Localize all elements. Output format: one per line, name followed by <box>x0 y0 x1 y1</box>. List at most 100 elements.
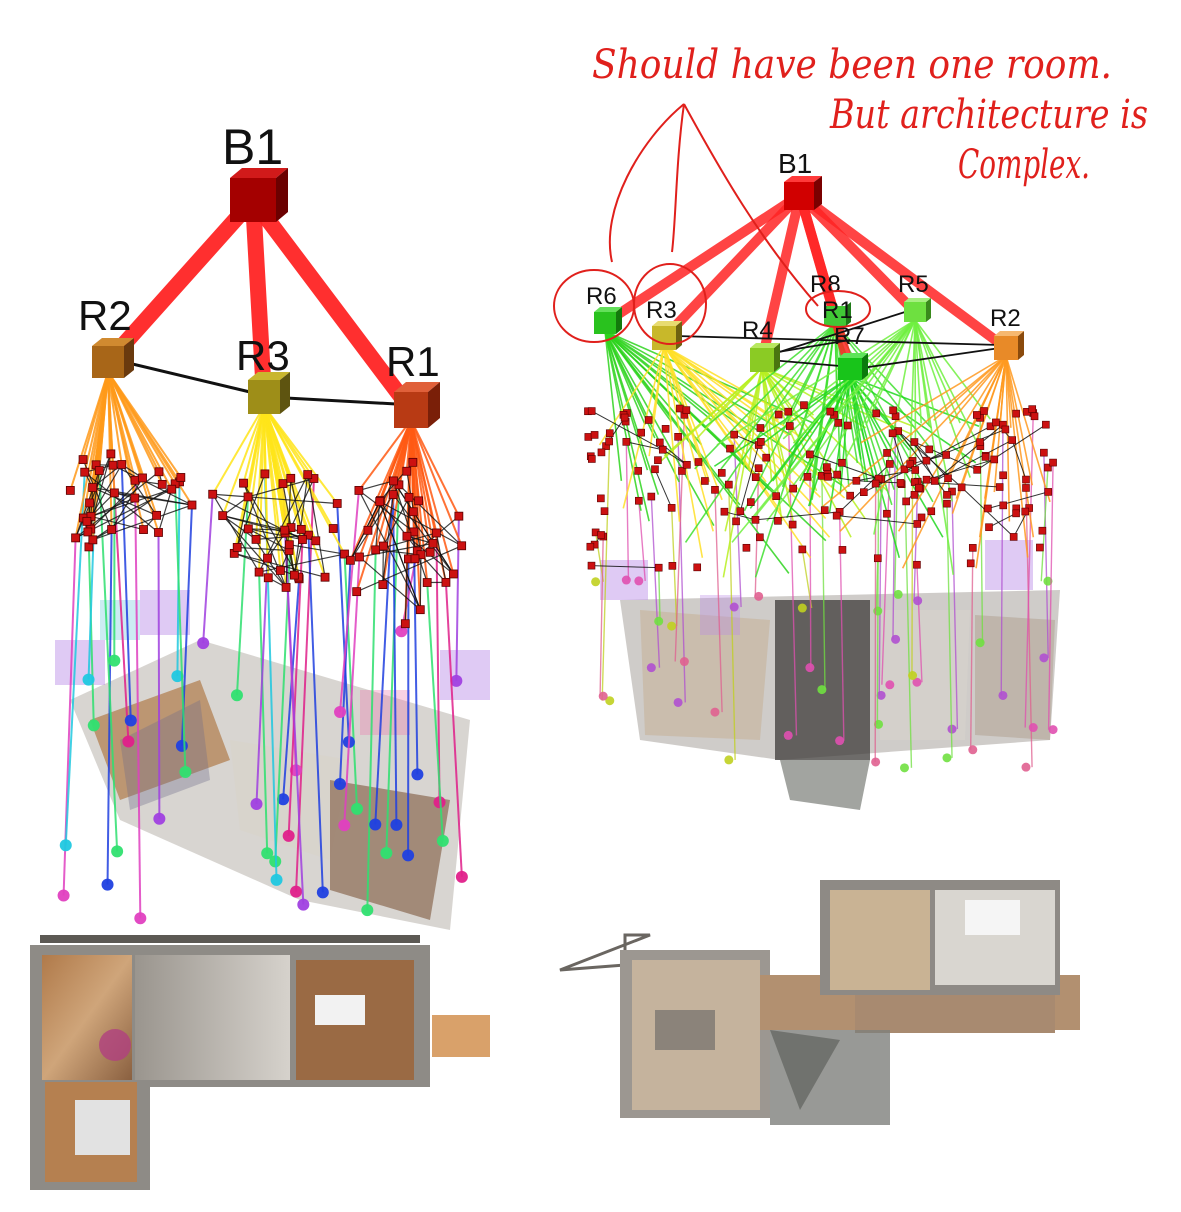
right-object-node <box>977 439 984 446</box>
right-object-node <box>1010 533 1017 540</box>
right-object-node <box>659 446 666 453</box>
right-object-node <box>598 449 605 456</box>
left-object-node <box>355 486 363 494</box>
right-object-node <box>669 562 676 569</box>
left-object-node <box>81 468 89 476</box>
right-object-pin-ball <box>885 680 894 689</box>
left-object-pin-ball <box>317 886 329 898</box>
right-object-node <box>915 484 922 491</box>
right-object-pin-ball <box>730 603 739 612</box>
left-object-node <box>429 539 437 547</box>
right-object-node <box>874 555 881 562</box>
right-object-node <box>834 471 841 478</box>
right-object-node <box>718 469 725 476</box>
right-object-node <box>598 531 605 538</box>
right-object-node <box>683 407 690 414</box>
right-object-node <box>1039 527 1046 534</box>
right-object-node <box>1029 406 1036 413</box>
left-object-node <box>403 467 411 475</box>
right-object-pin-ball <box>805 663 814 672</box>
left-object-node <box>264 554 272 562</box>
right-object-node <box>943 451 950 458</box>
right-object-pin-ball <box>710 708 719 717</box>
right-object-node <box>757 424 764 431</box>
right-object-node <box>853 477 860 484</box>
annotation-line-2: But architecture is <box>829 92 1148 138</box>
right-object-node <box>1036 544 1043 551</box>
right-object-node <box>996 484 1003 491</box>
left-object-node <box>287 474 295 482</box>
left-room-node-r2 <box>92 338 134 378</box>
right-object-node <box>835 419 842 426</box>
left-object-node <box>409 508 417 516</box>
right-object-node <box>1002 426 1009 433</box>
left-object-node <box>131 476 139 484</box>
right-object-node <box>785 408 792 415</box>
right-object-node <box>903 498 910 505</box>
right-room-object-edge <box>605 331 621 481</box>
right-object-node <box>883 510 890 517</box>
right-object-node <box>623 438 630 445</box>
right-object-pin-ball <box>835 736 844 745</box>
left-object-pin-ball <box>197 637 209 649</box>
right-object-node <box>974 466 981 473</box>
left-object-pin-ball <box>111 845 123 857</box>
right-object-node <box>1022 508 1029 515</box>
left-object-node <box>118 460 126 468</box>
left-object-pin-ball <box>102 879 114 891</box>
left-object-node <box>188 501 196 509</box>
left-object-node <box>139 474 147 482</box>
right-object-node <box>756 534 763 541</box>
left-object-node <box>405 493 413 501</box>
right-object-node <box>654 457 661 464</box>
right-object-pin-ball <box>724 755 733 764</box>
right-room-label-r8: R8 <box>810 271 841 298</box>
left-object-node <box>255 568 263 576</box>
left-object-object-edge <box>158 489 171 532</box>
right-pointcloud <box>600 540 1060 810</box>
left-object-node <box>279 480 287 488</box>
left-object-pin-ball <box>334 706 346 718</box>
left-object-node <box>131 494 139 502</box>
left-object-pin-ball <box>290 886 302 898</box>
right-room-label-r2: R2 <box>990 305 1021 332</box>
right-object-node <box>923 476 930 483</box>
left-object-node <box>416 606 424 614</box>
right-object-node <box>1022 484 1029 491</box>
left-object-pin-ball <box>361 904 373 916</box>
left-object-object-edge <box>93 488 192 505</box>
left-object-node <box>233 543 241 551</box>
left-object-node <box>372 546 380 554</box>
right-object-node <box>790 485 797 492</box>
left-object-node <box>264 574 272 582</box>
right-object-pin-ball <box>622 576 631 585</box>
left-object-node <box>86 499 94 507</box>
left-object-node <box>244 525 252 533</box>
right-object-node <box>897 479 904 486</box>
right-building-node-b1 <box>784 176 822 210</box>
right-object-node <box>786 423 793 430</box>
right-object-node <box>969 544 976 551</box>
right-object-node <box>695 459 702 466</box>
right-room-node-r6 <box>594 307 622 334</box>
right-object-node <box>838 459 845 466</box>
right-object-node <box>958 484 965 491</box>
right-object-node <box>911 491 918 498</box>
left-object-node <box>449 570 457 578</box>
right-object-pin-ball <box>798 604 807 613</box>
left-object-pin-ball <box>153 813 165 825</box>
right-object-node <box>991 456 998 463</box>
right-object-node <box>606 430 613 437</box>
right-object-node <box>648 493 655 500</box>
left-object-node <box>153 511 161 519</box>
right-object-layer <box>584 320 1056 577</box>
right-object-node <box>747 499 754 506</box>
right-object-node <box>676 405 683 412</box>
left-object-node <box>282 583 290 591</box>
right-object-node <box>799 546 806 553</box>
left-object-node <box>346 556 354 564</box>
right-object-node <box>931 477 938 484</box>
left-object-pin-ball <box>334 778 346 790</box>
right-object-pin-ball <box>1039 653 1048 662</box>
right-object-pin-ball <box>784 731 793 740</box>
